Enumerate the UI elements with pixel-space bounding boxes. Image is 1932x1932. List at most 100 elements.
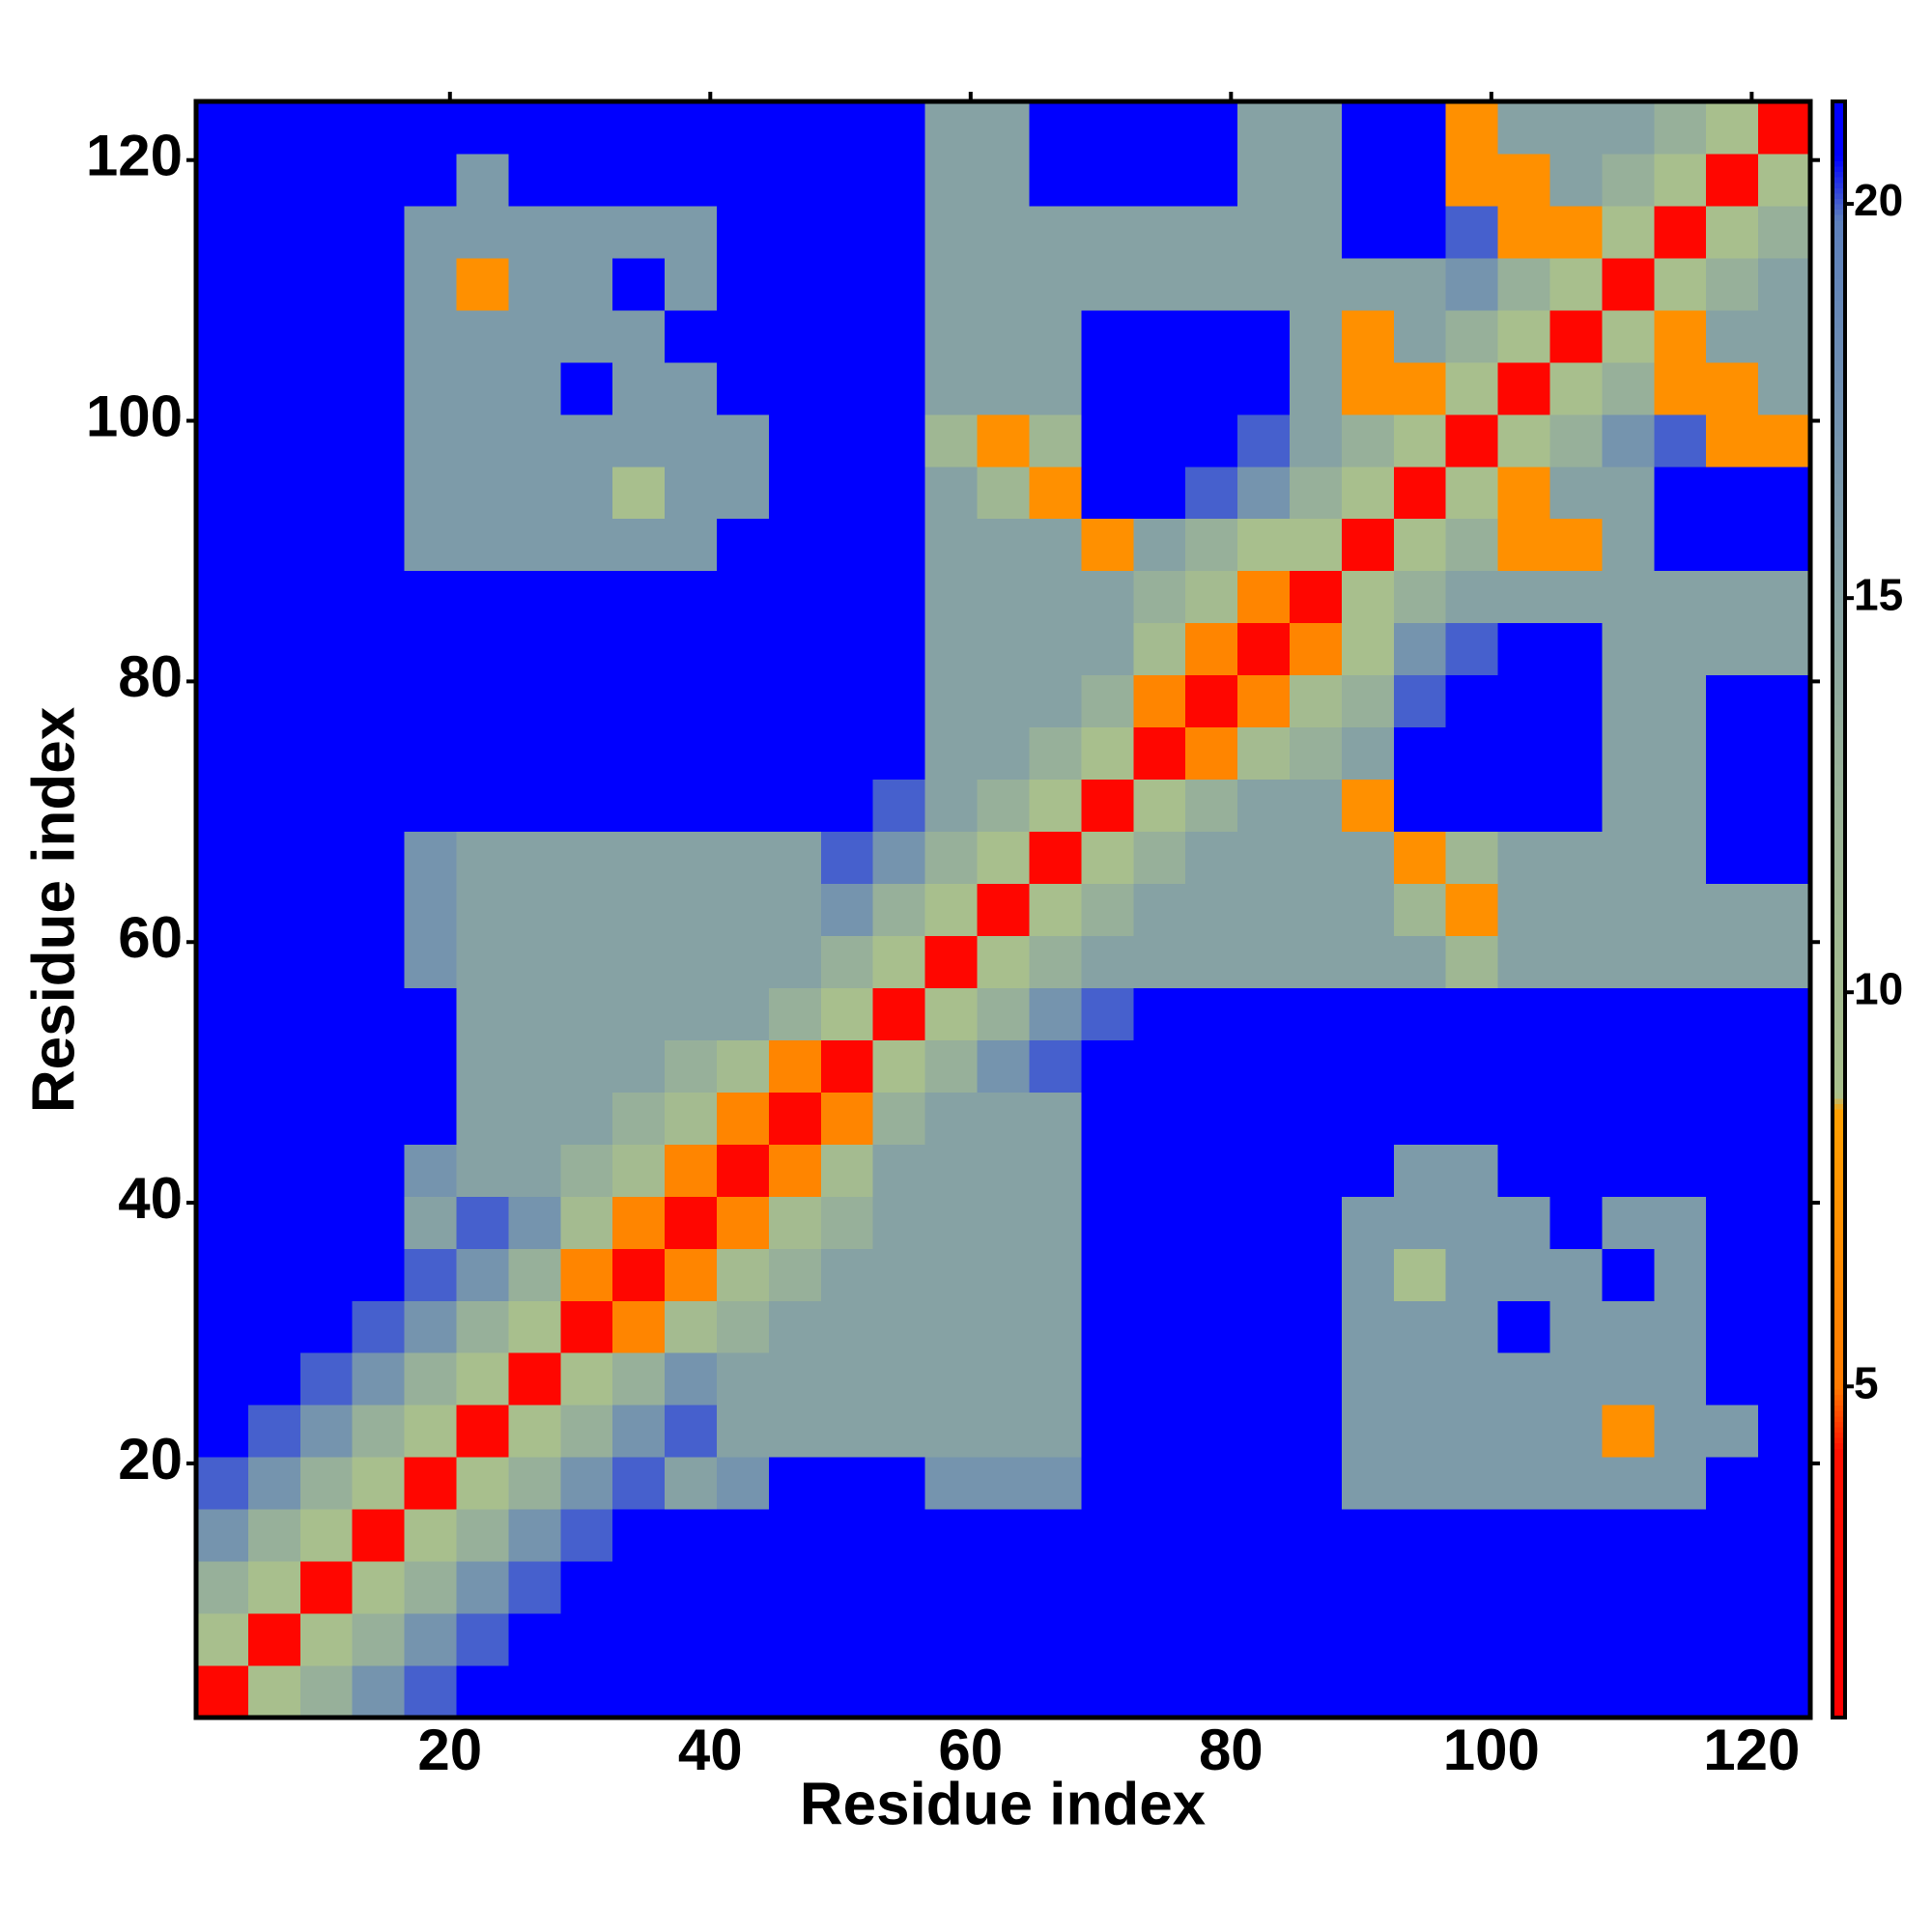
- cell: [1133, 466, 1186, 520]
- colorbar-tick-label: 5: [1854, 1357, 1879, 1407]
- cell: [665, 674, 718, 728]
- colorbar-swatch: [1833, 1367, 1845, 1374]
- colorbar-swatch: [1833, 1518, 1845, 1524]
- cell: [1393, 101, 1447, 155]
- cell: [299, 1561, 354, 1614]
- cell: [612, 1613, 666, 1666]
- cell: [872, 1561, 926, 1614]
- cell: [1133, 1352, 1186, 1406]
- cell: [1602, 1561, 1655, 1614]
- colorbar-swatch: [1833, 1329, 1845, 1336]
- cell: [456, 466, 509, 520]
- cell: [1289, 518, 1343, 572]
- cell: [1549, 1039, 1603, 1093]
- cell: [1133, 622, 1186, 676]
- cell: [977, 1248, 1030, 1301]
- cell: [820, 1248, 874, 1301]
- colorbar-swatch: [1833, 629, 1845, 636]
- colorbar-swatch: [1833, 1227, 1845, 1234]
- colorbar-swatch: [1833, 359, 1845, 366]
- cell: [665, 1196, 718, 1249]
- cell: [768, 1352, 822, 1406]
- colorbar-swatch: [1833, 150, 1845, 156]
- cell: [1185, 1561, 1238, 1614]
- cell: [1029, 153, 1082, 207]
- colorbar-swatch: [1833, 1437, 1845, 1444]
- cell: [1393, 1405, 1447, 1458]
- cell: [299, 205, 354, 259]
- cell: [196, 1457, 249, 1510]
- cell: [665, 935, 718, 988]
- cell: [560, 361, 613, 415]
- colorbar-swatch: [1833, 435, 1845, 441]
- cell: [1393, 1457, 1447, 1510]
- colorbar-swatch: [1833, 844, 1845, 851]
- cell: [1341, 257, 1395, 311]
- colorbar-swatch: [1833, 930, 1845, 937]
- colorbar-swatch: [1833, 1566, 1845, 1574]
- cell: [1237, 1196, 1291, 1249]
- cell: [1133, 1613, 1186, 1666]
- cell: [1029, 257, 1082, 311]
- cell: [1133, 309, 1186, 363]
- cell: [1237, 309, 1291, 363]
- cell: [456, 779, 509, 833]
- colorbar-swatch: [1833, 753, 1845, 759]
- colorbar-swatch: [1833, 683, 1845, 690]
- cell: [1185, 831, 1238, 885]
- cell: [665, 1613, 718, 1666]
- cell: [508, 1092, 561, 1145]
- cell: [1393, 153, 1447, 207]
- cell: [820, 570, 874, 624]
- cell: [768, 257, 822, 311]
- y-tick-label: 20: [118, 1427, 183, 1492]
- cell: [1237, 1352, 1291, 1406]
- cell: [1029, 726, 1082, 781]
- cell: [665, 883, 718, 936]
- cell: [508, 361, 561, 415]
- colorbar-swatch: [1833, 128, 1845, 135]
- cell: [1029, 935, 1082, 988]
- cell: [1602, 1092, 1655, 1145]
- colorbar-swatch: [1833, 268, 1845, 275]
- cell: [196, 883, 249, 936]
- cell: [1654, 779, 1707, 833]
- cell: [820, 1457, 874, 1510]
- colorbar-tick-label: 10: [1854, 963, 1903, 1013]
- cell: [247, 726, 301, 781]
- colorbar-swatch: [1833, 160, 1845, 167]
- colorbar-swatch: [1833, 1405, 1845, 1411]
- cell: [1654, 1352, 1707, 1406]
- cell: [1081, 1665, 1134, 1719]
- cell: [299, 831, 354, 885]
- cell: [1289, 1248, 1343, 1301]
- colorbar-swatch: [1833, 677, 1845, 684]
- colorbar-swatch: [1833, 457, 1845, 464]
- colorbar-swatch: [1833, 413, 1845, 420]
- cell: [1445, 935, 1499, 988]
- cell: [404, 257, 458, 311]
- cell: [924, 309, 979, 363]
- cell: [1029, 1561, 1082, 1614]
- colorbar-swatch: [1833, 694, 1845, 700]
- cell: [1081, 361, 1134, 415]
- cell: [872, 1352, 926, 1406]
- cell: [924, 257, 979, 311]
- colorbar-swatch: [1833, 1356, 1845, 1363]
- cell: [1654, 1300, 1707, 1353]
- cell: [247, 1665, 301, 1719]
- cell: [1497, 1665, 1550, 1719]
- cell: [612, 1300, 666, 1353]
- cell: [1602, 1665, 1655, 1719]
- cell: [1602, 570, 1655, 624]
- cell: [612, 1665, 666, 1719]
- cell: [1341, 1300, 1395, 1353]
- cell: [977, 1352, 1030, 1406]
- cell: [1185, 1144, 1238, 1197]
- cell: [665, 518, 718, 572]
- cell: [1497, 413, 1550, 468]
- cell: [508, 831, 561, 885]
- cell: [1081, 779, 1134, 833]
- cell: [196, 1613, 249, 1666]
- colorbar-swatch: [1833, 903, 1845, 911]
